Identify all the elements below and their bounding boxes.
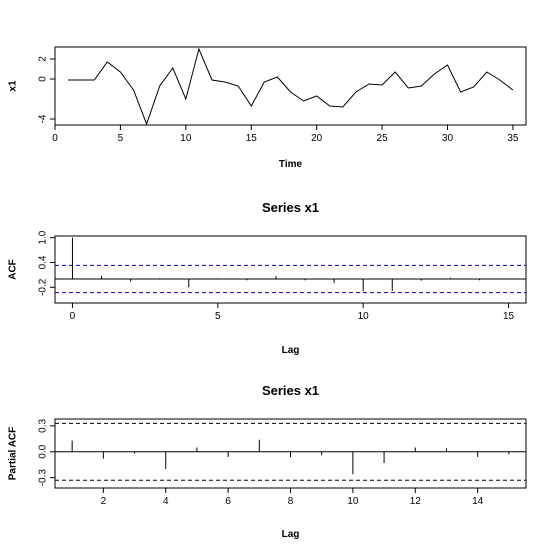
x-tick-label: 20 bbox=[311, 133, 323, 144]
x-tick-label: 2 bbox=[101, 496, 107, 507]
x-tick-label: 35 bbox=[507, 133, 519, 144]
x-tick-label: 6 bbox=[225, 496, 231, 507]
x-tick-label: 4 bbox=[163, 496, 169, 507]
panel-title: Series x1 bbox=[262, 200, 319, 215]
acf-panel: Series x1 0 5 10 15 -0.2 0.4 1.0 Lag ACF bbox=[8, 200, 527, 356]
y-tick-label: 0 bbox=[38, 76, 49, 82]
panel-title: Series x1 bbox=[262, 383, 319, 398]
x-tick-label: 10 bbox=[180, 133, 192, 144]
x-tick-label: 15 bbox=[503, 311, 515, 322]
time-series-panel: 0 5 10 15 20 25 30 35 -4 0 2 Time x1 bbox=[8, 46, 527, 170]
pacf-panel: Series x1 2 4 6 8 10 12 14 -0.3 0.0 0.3 Lag Partial … bbox=[8, 383, 527, 540]
x-tick-label: 12 bbox=[410, 496, 422, 507]
x-tick-label: 8 bbox=[288, 496, 294, 507]
y-tick-label: 0.3 bbox=[38, 419, 49, 433]
y-tick-label: -0.3 bbox=[38, 469, 49, 487]
series-line bbox=[68, 47, 514, 126]
x-tick-label: 5 bbox=[118, 133, 124, 144]
y-axis-label: Partial ACF bbox=[8, 427, 19, 481]
y-axis-label: x1 bbox=[8, 80, 19, 92]
y-tick-label: -4 bbox=[38, 114, 49, 123]
x-tick-label: 5 bbox=[215, 311, 221, 322]
plot-frame bbox=[54, 46, 527, 126]
plot-frame bbox=[54, 235, 527, 304]
y-tick-label: 1.0 bbox=[38, 230, 49, 244]
y-tick-label: -0.2 bbox=[38, 278, 49, 296]
x-axis-label: Time bbox=[279, 159, 303, 170]
y-tick-label: 0.4 bbox=[38, 255, 49, 269]
x-axis-label: Lag bbox=[282, 529, 300, 540]
x-tick-label: 14 bbox=[472, 496, 484, 507]
x-tick-label: 15 bbox=[246, 133, 258, 144]
y-axis-label: ACF bbox=[8, 259, 19, 280]
x-tick-label: 10 bbox=[347, 496, 359, 507]
x-tick-label: 0 bbox=[52, 133, 58, 144]
x-tick-label: 30 bbox=[442, 133, 454, 144]
x-tick-label: 0 bbox=[70, 311, 76, 322]
y-tick-label: 2 bbox=[38, 56, 49, 62]
x-tick-label: 25 bbox=[377, 133, 389, 144]
x-tick-label: 10 bbox=[358, 311, 370, 322]
y-tick-label: 0.0 bbox=[38, 444, 49, 458]
x-axis-label: Lag bbox=[282, 345, 300, 356]
